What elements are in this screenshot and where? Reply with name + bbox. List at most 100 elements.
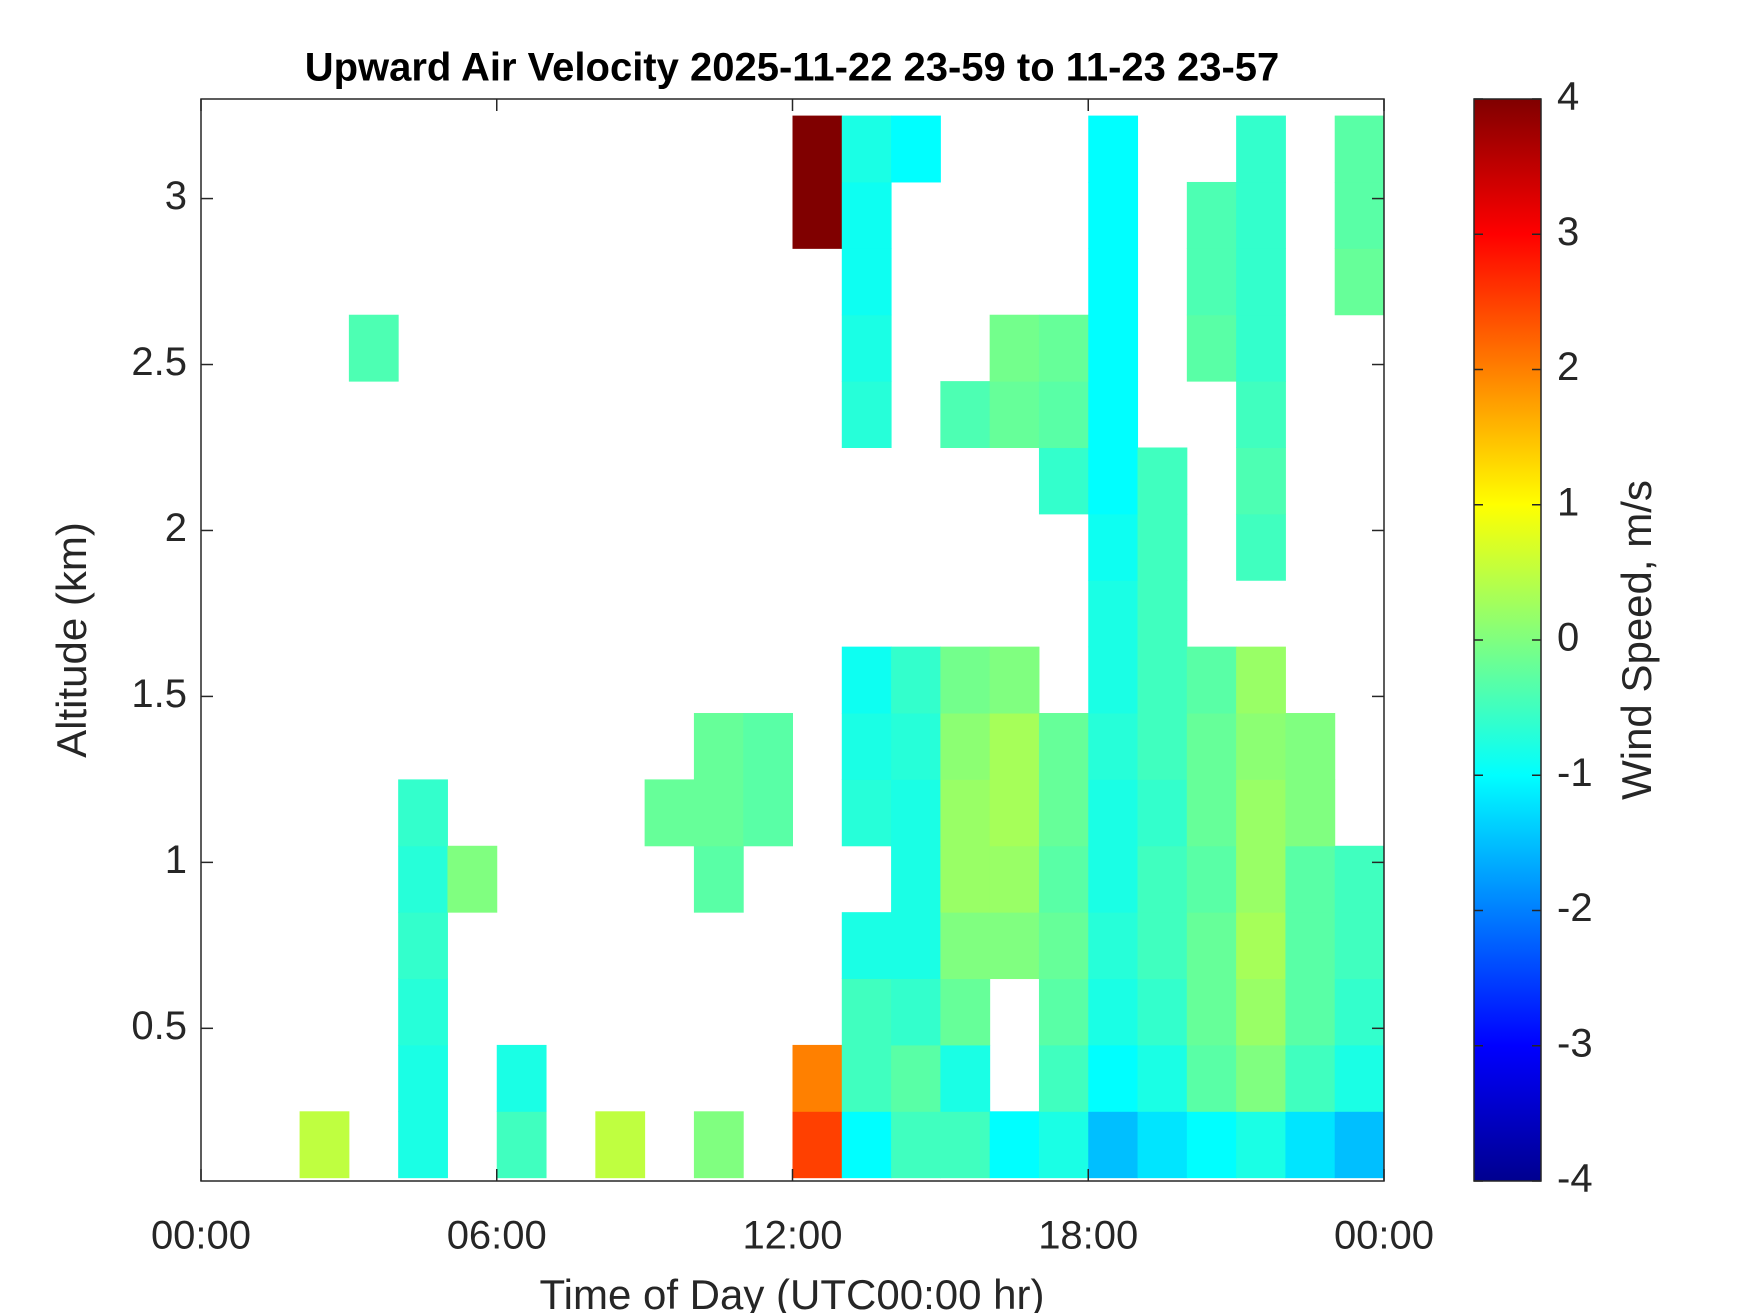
heatmap-cell xyxy=(792,115,843,183)
heatmap-cell xyxy=(1285,1044,1336,1112)
heatmap-cell xyxy=(1088,381,1139,448)
heatmap-cell xyxy=(693,779,744,847)
heatmap-cell xyxy=(1038,912,1089,980)
heatmap-cell xyxy=(1137,713,1188,780)
colorbar-label: Wind Speed, m/s xyxy=(1613,480,1660,800)
heatmap-cell xyxy=(1236,713,1286,780)
heatmap-cell xyxy=(348,314,399,382)
heatmap-cell xyxy=(989,845,1040,913)
heatmap-cell xyxy=(1236,646,1286,714)
heatmap-cell xyxy=(743,713,793,780)
heatmap-cell xyxy=(644,779,695,847)
heatmap-cell xyxy=(1186,181,1237,249)
heatmap-cell xyxy=(1334,1044,1385,1112)
heatmap-cell xyxy=(1334,845,1385,913)
heatmap-cell xyxy=(841,381,892,448)
heatmap-cell xyxy=(1285,912,1336,980)
heatmap-cell xyxy=(398,779,448,847)
heatmap-cell xyxy=(891,713,941,780)
colorbar-tick-label: -2 xyxy=(1557,886,1593,930)
heatmap-cell xyxy=(1236,1044,1286,1112)
heatmap-cell xyxy=(792,181,843,249)
heatmap-cell xyxy=(1236,1111,1286,1179)
heatmap-cell xyxy=(1038,978,1089,1046)
heatmap-cell xyxy=(940,646,991,714)
heatmap-cell xyxy=(989,779,1040,847)
heatmap-cell xyxy=(1137,580,1188,648)
colorbar-tick-label: 4 xyxy=(1557,75,1579,119)
heatmap xyxy=(299,115,1385,1179)
heatmap-cell xyxy=(1334,181,1385,249)
heatmap-cell xyxy=(1186,779,1237,847)
heatmap-cell xyxy=(1236,248,1286,316)
heatmap-cell xyxy=(792,1044,843,1112)
heatmap-cell xyxy=(743,779,793,847)
colorbar-tick-label: -3 xyxy=(1557,1021,1593,1065)
heatmap-cell xyxy=(1285,779,1336,847)
heatmap-cell xyxy=(1285,978,1336,1046)
heatmap-cell xyxy=(1038,314,1089,382)
heatmap-cell xyxy=(891,779,941,847)
heatmap-cell xyxy=(1236,978,1286,1046)
heatmap-cell xyxy=(940,1044,991,1112)
heatmap-cell xyxy=(693,713,744,780)
heatmap-cell xyxy=(595,1111,646,1179)
heatmap-cell xyxy=(496,1111,547,1179)
heatmap-cell xyxy=(1088,646,1139,714)
heatmap-cell xyxy=(1137,646,1188,714)
heatmap-cell xyxy=(1285,1111,1336,1179)
heatmap-cell xyxy=(989,381,1040,448)
heatmap-cell xyxy=(1088,314,1139,382)
heatmap-cell xyxy=(1186,713,1237,780)
heatmap-cell xyxy=(299,1111,350,1179)
colorbar xyxy=(1473,98,1542,1182)
heatmap-cell xyxy=(841,779,892,847)
heatmap-cell xyxy=(1038,1111,1089,1179)
heatmap-cell xyxy=(1236,447,1286,515)
heatmap-cell xyxy=(1088,845,1139,913)
heatmap-cell xyxy=(841,181,892,249)
x-tick-label: 18:00 xyxy=(1038,1214,1138,1258)
heatmap-cell xyxy=(1285,713,1336,780)
heatmap-cell xyxy=(1334,978,1385,1046)
heatmap-cell xyxy=(1088,912,1139,980)
heatmap-cell xyxy=(989,646,1040,714)
heatmap-cell xyxy=(1236,845,1286,913)
heatmap-cell xyxy=(1038,845,1089,913)
heatmap-cell xyxy=(1137,978,1188,1046)
heatmap-cell xyxy=(940,978,991,1046)
heatmap-cell xyxy=(1186,314,1237,382)
heatmap-cell xyxy=(1186,646,1237,714)
heatmap-cell xyxy=(841,1044,892,1112)
heatmap-cell xyxy=(891,978,941,1046)
heatmap-cell xyxy=(940,713,991,780)
x-tick-label: 00:00 xyxy=(151,1214,251,1258)
heatmap-cell xyxy=(1038,381,1089,448)
heatmap-cell xyxy=(1285,845,1336,913)
y-tick-label: 1.5 xyxy=(131,672,187,716)
heatmap-cell xyxy=(1088,1044,1139,1112)
colorbar-tick-label: 1 xyxy=(1557,480,1579,524)
heatmap-cell xyxy=(841,248,892,316)
heatmap-cell xyxy=(1088,1111,1139,1179)
heatmap-cell xyxy=(398,912,448,980)
heatmap-cell xyxy=(891,912,941,980)
heatmap-cell xyxy=(841,978,892,1046)
y-tick-label: 1 xyxy=(165,838,187,882)
heatmap-cell xyxy=(1038,447,1089,515)
colorbar-tick-label: -4 xyxy=(1557,1157,1593,1201)
y-tick-label: 2 xyxy=(165,506,187,550)
heatmap-cell xyxy=(1186,248,1237,316)
heatmap-cell xyxy=(989,1111,1040,1179)
heatmap-cell xyxy=(1088,978,1139,1046)
colorbar-tick-label: 0 xyxy=(1557,616,1579,660)
heatmap-cell xyxy=(989,713,1040,780)
heatmap-cell xyxy=(891,845,941,913)
colorbar-tick-label: 3 xyxy=(1557,210,1579,254)
heatmap-cell xyxy=(940,1111,991,1179)
heatmap-cell xyxy=(1186,912,1237,980)
heatmap-cell xyxy=(1088,447,1139,515)
heatmap-cell xyxy=(1236,181,1286,249)
x-tick-label: 06:00 xyxy=(447,1214,547,1258)
